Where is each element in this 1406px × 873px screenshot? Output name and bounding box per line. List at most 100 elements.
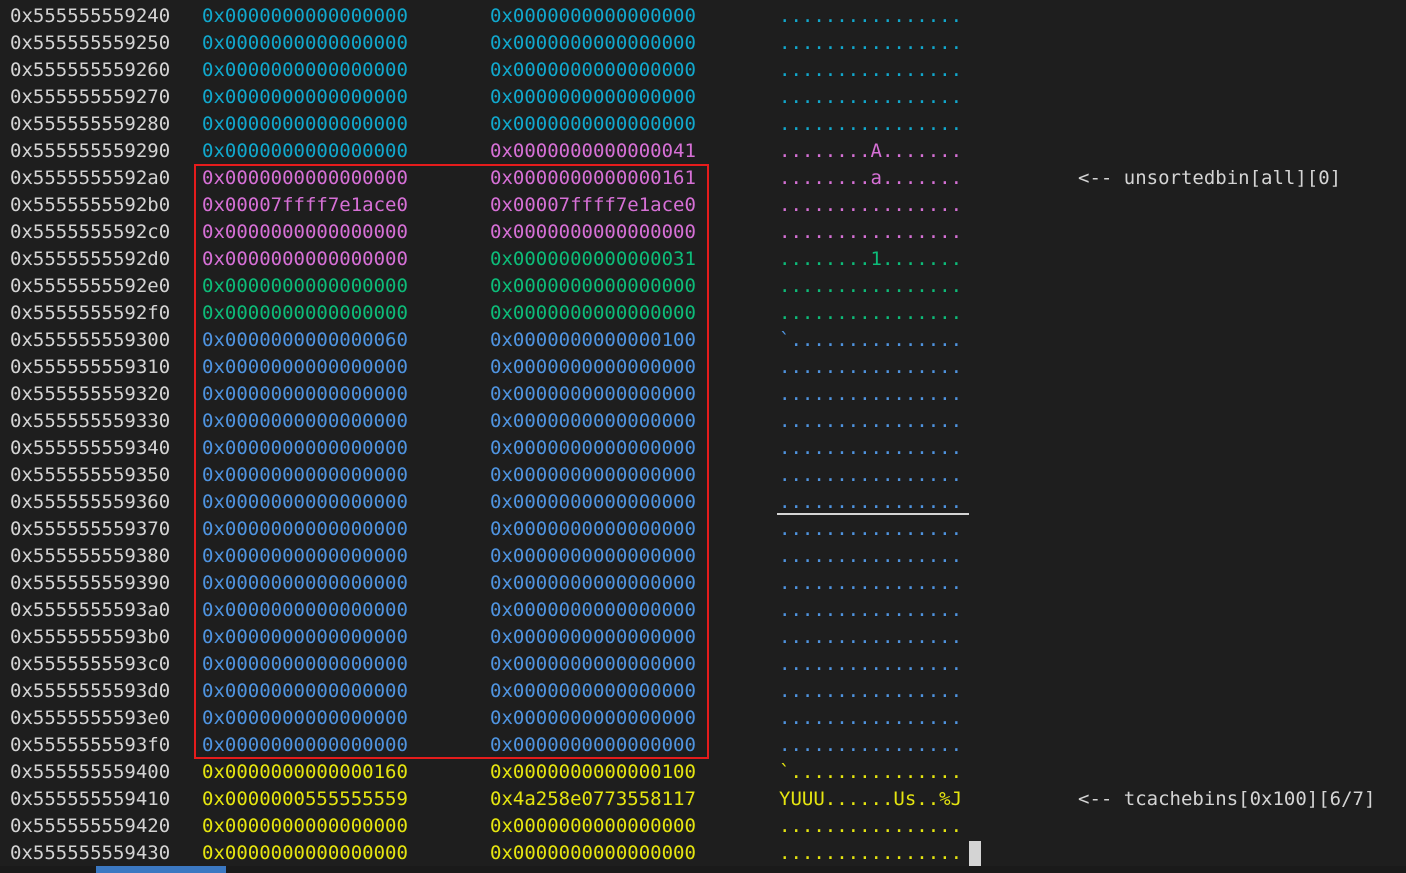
memory-address: 0x555555559360	[10, 491, 171, 513]
ascii-repr: ................	[779, 221, 963, 243]
qword-value-1: 0x0000000000000000	[202, 383, 408, 405]
ascii-repr: ................	[779, 734, 963, 756]
ascii-repr: ................	[779, 275, 963, 297]
qword-value-2: 0x0000000000000000	[490, 302, 696, 324]
memory-address: 0x5555555593f0	[10, 734, 171, 756]
ascii-repr: `...............	[779, 761, 963, 783]
memory-address: 0x555555559350	[10, 464, 171, 486]
qword-value-1: 0x0000000000000000	[202, 86, 408, 108]
memory-address: 0x555555559390	[10, 572, 171, 594]
qword-value-2: 0x0000000000000000	[490, 734, 696, 756]
qword-value-2: 0x00007ffff7e1ace0	[490, 194, 696, 216]
qword-value-1: 0x0000000000000000	[202, 680, 408, 702]
qword-value-1: 0x0000000000000000	[202, 437, 408, 459]
qword-value-2: 0x0000000000000000	[490, 410, 696, 432]
ascii-repr: ................	[779, 194, 963, 216]
ascii-repr: ........1.......	[779, 248, 963, 270]
qword-value-2: 0x0000000000000000	[490, 113, 696, 135]
ascii-repr: ................	[779, 410, 963, 432]
qword-value-1: 0x0000000000000000	[202, 734, 408, 756]
ascii-repr: ................	[779, 86, 963, 108]
memory-address: 0x555555559430	[10, 842, 171, 864]
qword-value-1: 0x0000000000000000	[202, 815, 408, 837]
terminal-cursor	[969, 841, 981, 866]
qword-value-2: 0x0000000000000100	[490, 329, 696, 351]
ascii-repr: ................	[779, 680, 963, 702]
status-bar	[0, 866, 1406, 873]
qword-value-1: 0x0000000000000000	[202, 113, 408, 135]
ascii-repr: `...............	[779, 329, 963, 351]
qword-value-1: 0x0000000000000000	[202, 275, 408, 297]
qword-value-2: 0x0000000000000000	[490, 842, 696, 864]
ascii-underline-marker	[777, 513, 969, 515]
ascii-repr: ................	[779, 383, 963, 405]
qword-value-1: 0x0000000000000000	[202, 59, 408, 81]
qword-value-2: 0x0000000000000031	[490, 248, 696, 270]
qword-value-2: 0x0000000000000161	[490, 167, 696, 189]
memory-address: 0x555555559420	[10, 815, 171, 837]
qword-value-2: 0x0000000000000000	[490, 626, 696, 648]
memory-address: 0x555555559300	[10, 329, 171, 351]
qword-value-1: 0x0000000000000000	[202, 464, 408, 486]
ascii-repr: ................	[779, 842, 963, 864]
memory-address: 0x5555555593c0	[10, 653, 171, 675]
qword-value-1: 0x0000000000000000	[202, 653, 408, 675]
qword-value-1: 0x0000000000000000	[202, 5, 408, 27]
memory-address: 0x555555559260	[10, 59, 171, 81]
ascii-repr: ................	[779, 815, 963, 837]
qword-value-1: 0x0000000000000000	[202, 167, 408, 189]
qword-value-1: 0x0000000000000060	[202, 329, 408, 351]
qword-value-1: 0x0000000000000000	[202, 491, 408, 513]
bin-annotation: <-- tcachebins[0x100][6/7]	[1078, 788, 1376, 810]
qword-value-2: 0x0000000000000100	[490, 761, 696, 783]
qword-value-2: 0x0000000000000000	[490, 653, 696, 675]
qword-value-1: 0x0000000000000000	[202, 842, 408, 864]
ascii-repr: ................	[779, 113, 963, 135]
qword-value-1: 0x0000000000000000	[202, 32, 408, 54]
ascii-repr: ........A.......	[779, 140, 963, 162]
ascii-repr: ................	[779, 437, 963, 459]
memory-address: 0x555555559370	[10, 518, 171, 540]
qword-value-2: 0x0000000000000000	[490, 518, 696, 540]
qword-value-2: 0x0000000000000000	[490, 599, 696, 621]
qword-value-2: 0x4a258e0773558117	[490, 788, 696, 810]
ascii-repr: ................	[779, 356, 963, 378]
qword-value-1: 0x0000000000000000	[202, 707, 408, 729]
qword-value-2: 0x0000000000000041	[490, 140, 696, 162]
qword-value-2: 0x0000000000000000	[490, 5, 696, 27]
memory-address: 0x555555559250	[10, 32, 171, 54]
status-bar-segment	[96, 866, 226, 873]
qword-value-1: 0x0000000000000160	[202, 761, 408, 783]
ascii-repr: ................	[779, 518, 963, 540]
qword-value-1: 0x0000000555555559	[202, 788, 408, 810]
memory-address: 0x5555555593d0	[10, 680, 171, 702]
ascii-repr: ................	[779, 464, 963, 486]
memory-address: 0x555555559240	[10, 5, 171, 27]
memory-address: 0x555555559310	[10, 356, 171, 378]
qword-value-2: 0x0000000000000000	[490, 680, 696, 702]
qword-value-1: 0x0000000000000000	[202, 545, 408, 567]
qword-value-2: 0x0000000000000000	[490, 815, 696, 837]
ascii-repr: YUUU......Us..%J	[779, 788, 963, 810]
qword-value-1: 0x0000000000000000	[202, 356, 408, 378]
qword-value-2: 0x0000000000000000	[490, 32, 696, 54]
qword-value-2: 0x0000000000000000	[490, 572, 696, 594]
memory-address: 0x5555555593e0	[10, 707, 171, 729]
qword-value-2: 0x0000000000000000	[490, 356, 696, 378]
memory-address: 0x5555555592d0	[10, 248, 171, 270]
qword-value-1: 0x0000000000000000	[202, 302, 408, 324]
qword-value-2: 0x0000000000000000	[490, 464, 696, 486]
memory-address: 0x555555559320	[10, 383, 171, 405]
qword-value-1: 0x0000000000000000	[202, 221, 408, 243]
qword-value-1: 0x0000000000000000	[202, 572, 408, 594]
ascii-repr: ................	[779, 626, 963, 648]
ascii-repr: ................	[779, 491, 963, 513]
memory-address: 0x5555555593a0	[10, 599, 171, 621]
memory-address: 0x5555555592c0	[10, 221, 171, 243]
memory-address: 0x555555559330	[10, 410, 171, 432]
memory-address: 0x555555559380	[10, 545, 171, 567]
qword-value-2: 0x0000000000000000	[490, 437, 696, 459]
qword-value-1: 0x0000000000000000	[202, 410, 408, 432]
memory-address: 0x555555559410	[10, 788, 171, 810]
qword-value-2: 0x0000000000000000	[490, 275, 696, 297]
